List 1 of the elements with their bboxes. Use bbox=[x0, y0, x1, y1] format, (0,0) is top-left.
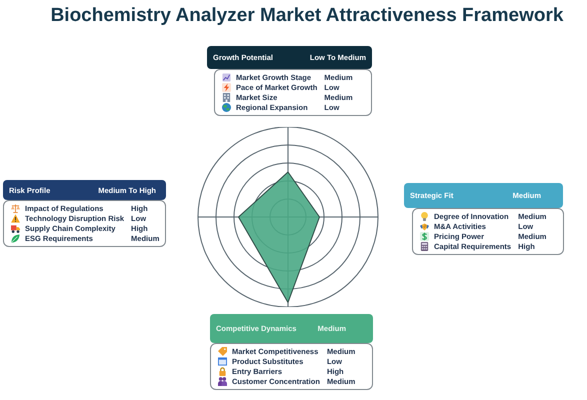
chart-title: Biochemistry Analyzer Market Attractiveness Framework bbox=[50, 5, 564, 27]
